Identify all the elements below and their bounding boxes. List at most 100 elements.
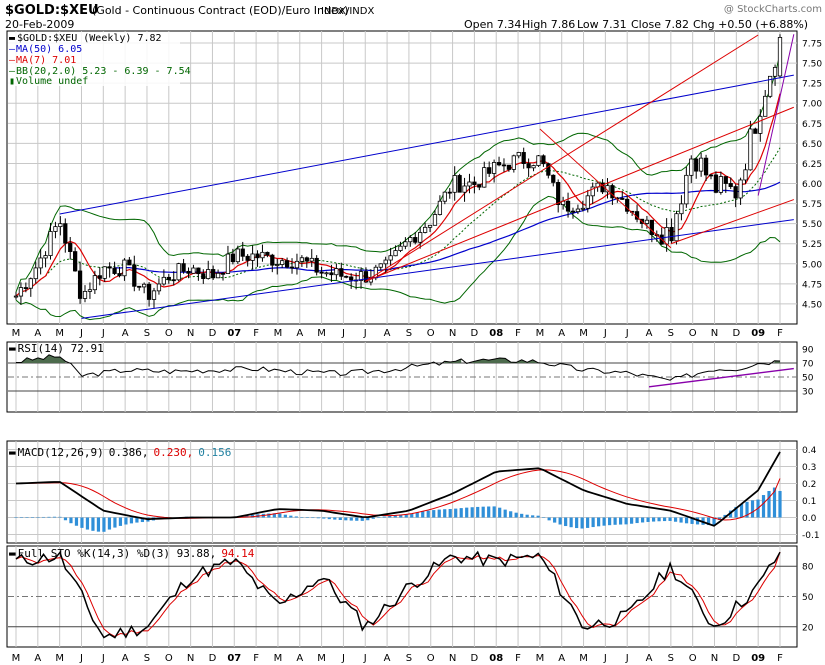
- macd-hist-bar: [586, 517, 590, 528]
- x-axis-label: J: [603, 653, 607, 664]
- macd-hist-bar: [113, 517, 117, 528]
- x-axis-label: D: [732, 653, 740, 664]
- quote-low: Low 7.31: [577, 18, 627, 31]
- macd-hist-bar: [58, 516, 62, 518]
- rsi-tick-label: 50: [802, 374, 814, 384]
- candle-down: [546, 163, 551, 176]
- candle-down: [477, 184, 482, 188]
- macd-hist-bar: [41, 516, 46, 518]
- macd-hist-bar: [465, 507, 469, 518]
- macd-hist-bar: [668, 517, 672, 521]
- x-axis-label: F: [777, 328, 783, 339]
- candle-up: [432, 214, 438, 226]
- macd-tick-label: -0.1: [802, 531, 820, 541]
- quote-close: Close 7.82: [631, 18, 689, 31]
- macd-hist-bar: [294, 516, 298, 518]
- candle-up: [777, 37, 783, 77]
- macd-hist-bar: [717, 517, 722, 520]
- x-axis-label: F: [253, 328, 259, 339]
- x-axis-label: A: [122, 653, 129, 664]
- rsi-tick-label: 70: [802, 360, 814, 370]
- candle-up: [142, 283, 147, 288]
- x-axis-label: M: [12, 328, 21, 339]
- rsi-overbought-fill: [472, 358, 539, 363]
- candle-down: [713, 174, 719, 193]
- ma7-line: [15, 93, 781, 297]
- macd-hist-bar: [487, 506, 491, 518]
- macd-hist-bar: [772, 487, 777, 518]
- macd-hist-bar: [564, 517, 568, 527]
- x-axis-label: 09: [751, 328, 765, 339]
- candle-up: [689, 158, 694, 176]
- candle-down: [319, 271, 324, 274]
- macd-hist-bar: [481, 506, 485, 518]
- sto-tick-label: 80: [802, 563, 814, 573]
- legend-bb: —BB(20,2.0) 5.23 - 6.39 - 7.54: [9, 66, 191, 77]
- candle-up: [309, 257, 314, 262]
- x-axis-label: F: [777, 653, 783, 664]
- x-axis-label: N: [449, 653, 456, 664]
- x-axis-label: J: [625, 653, 629, 664]
- y-axis-ticks: 4.50 4.75 5.00 5.25 5.50 5.75 6.00 6.25 6.50 6.75…: [802, 40, 822, 634]
- macd-hist-bar: [102, 517, 106, 532]
- macd-hist-bar: [470, 507, 474, 518]
- candle-up: [674, 213, 679, 242]
- x-axis-label: J: [341, 653, 345, 664]
- candle-down: [620, 198, 625, 200]
- macd-hist-bar: [525, 514, 529, 518]
- x-axis-label: S: [144, 328, 150, 339]
- rsi-tick-label: 90: [802, 346, 814, 356]
- x-axis-label: M: [317, 328, 326, 339]
- trendline-purple: [757, 34, 795, 196]
- x-axis-label: S: [668, 653, 674, 664]
- macd-tick-label: 0.1: [802, 497, 816, 507]
- macd-hist-bar: [316, 517, 320, 519]
- candle-up: [18, 287, 24, 297]
- macd-hist-bar: [349, 517, 353, 521]
- candle-down: [196, 267, 201, 275]
- price-tick-label: 7.25: [802, 80, 822, 90]
- macd-hist-bar: [619, 517, 623, 525]
- macd-hist-bar: [377, 517, 381, 518]
- x-axis-label: N: [449, 328, 456, 339]
- macd-hist-bar: [624, 517, 628, 525]
- price-tick-label: 7.00: [802, 100, 822, 110]
- macd-hist-bar: [333, 517, 337, 520]
- macd-hist-bar: [85, 517, 90, 530]
- candle-up: [763, 95, 768, 117]
- legend-ma7: —MA(7) 7.01: [9, 55, 76, 66]
- x-axis-label: M: [579, 328, 588, 339]
- macd-hist-bar: [745, 501, 749, 518]
- quote-high: High 7.86: [522, 18, 575, 31]
- candle-up: [536, 155, 541, 166]
- candle-up: [92, 275, 97, 291]
- x-axis-label: N: [187, 653, 194, 664]
- candle-down: [556, 182, 561, 206]
- candle-down: [708, 174, 714, 177]
- candle-down: [733, 186, 738, 199]
- candle-up: [418, 232, 423, 243]
- candle-down: [487, 167, 492, 174]
- candle-up: [467, 181, 472, 187]
- candle-up: [427, 224, 433, 228]
- candle-down: [112, 267, 117, 274]
- x-axis-label: A: [558, 653, 565, 664]
- x-axis-label: S: [406, 328, 412, 339]
- x-axis-label: J: [603, 328, 607, 339]
- sto-tick-label: 50: [802, 593, 814, 603]
- price-tick-label: 7.50: [802, 60, 822, 70]
- candle-down: [753, 128, 758, 134]
- chart-exchange: INDX/INDX: [321, 6, 374, 17]
- macd-hist-bar: [657, 517, 661, 522]
- candle-up: [53, 226, 58, 232]
- watermark: @ StockCharts.com: [724, 4, 822, 15]
- macd-hist-bar: [597, 517, 601, 527]
- bollinger-middle: [15, 147, 781, 297]
- macd-tick-label: 0.4: [802, 446, 817, 456]
- candle-down: [265, 251, 270, 256]
- candle-down: [166, 276, 171, 281]
- grid-lines: [8, 31, 797, 647]
- candle-up: [156, 283, 162, 292]
- macd-hist-bar: [135, 517, 139, 523]
- x-axis-label: M: [55, 328, 64, 339]
